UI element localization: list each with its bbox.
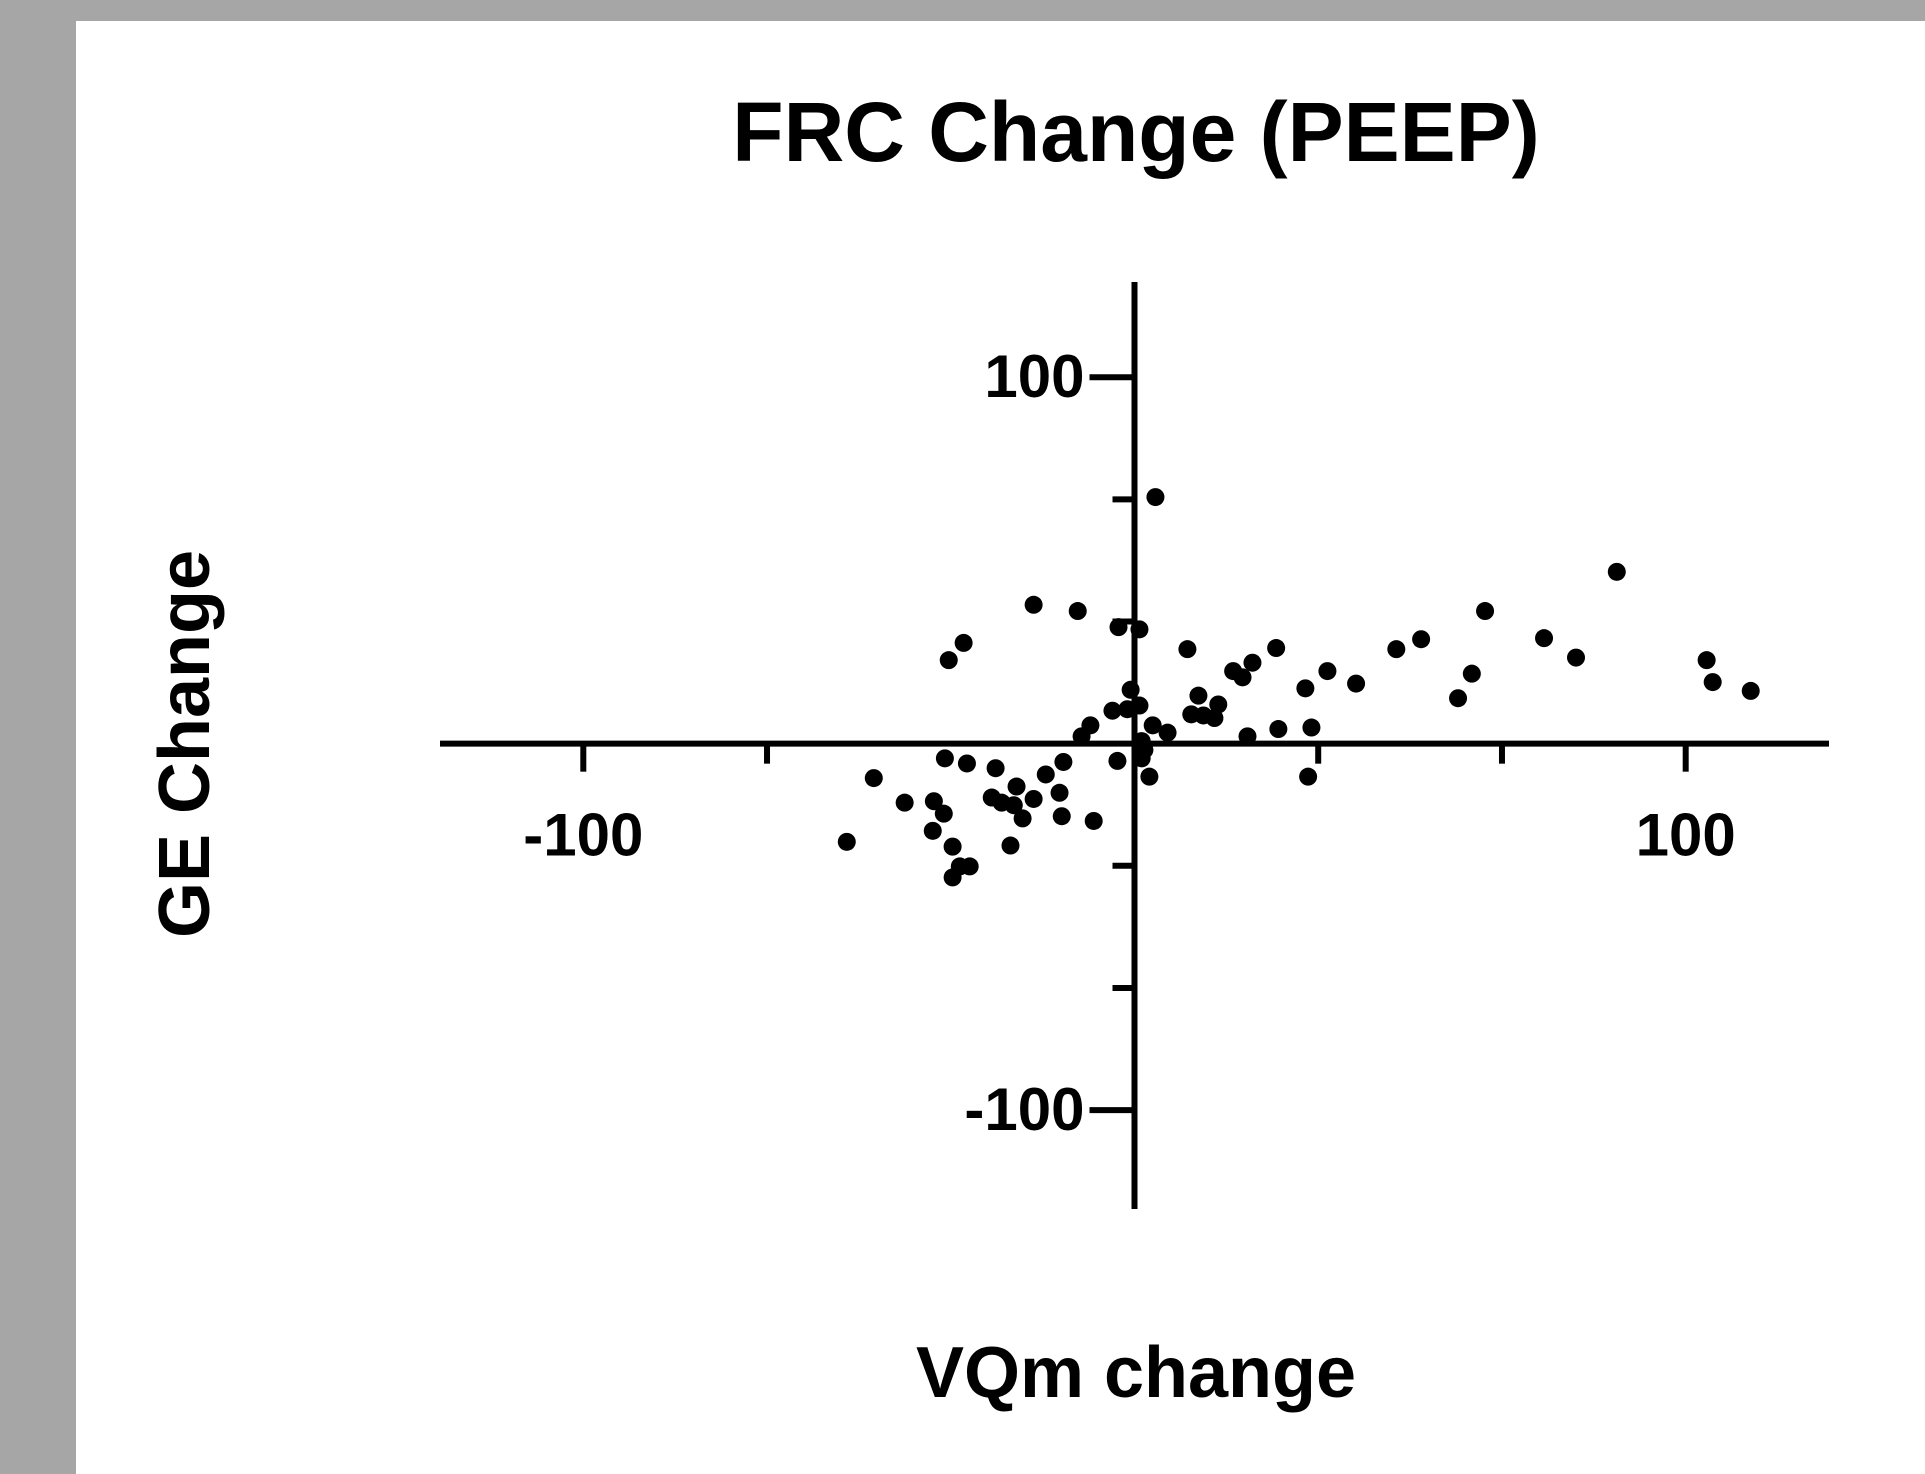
plot-background — [76, 21, 1925, 1474]
point — [1703, 673, 1722, 692]
x-tick-label: -100 — [523, 802, 643, 869]
point — [895, 793, 914, 812]
point — [960, 857, 979, 876]
point — [1238, 727, 1257, 746]
point — [1189, 686, 1208, 705]
point — [1243, 653, 1262, 672]
point — [1024, 789, 1043, 808]
y-axis-label: GE Change — [145, 550, 225, 938]
x-axis-label: VQm change — [916, 1333, 1356, 1413]
point — [1209, 695, 1228, 714]
point — [1267, 639, 1286, 658]
point — [1143, 716, 1162, 735]
point — [1103, 701, 1122, 720]
point — [1449, 689, 1468, 708]
point — [1607, 562, 1626, 581]
point — [934, 804, 953, 823]
point — [1296, 679, 1315, 698]
point — [1024, 595, 1043, 614]
point — [1001, 836, 1020, 855]
y-tick-label: -100 — [964, 1076, 1084, 1143]
point — [1741, 681, 1760, 700]
point — [1130, 620, 1149, 639]
point — [1052, 807, 1071, 826]
point — [1109, 618, 1128, 637]
point — [1050, 783, 1069, 802]
point — [1068, 602, 1087, 621]
point — [924, 792, 943, 811]
point — [864, 769, 883, 788]
point — [943, 868, 962, 887]
point — [1299, 767, 1318, 786]
point — [1108, 751, 1127, 770]
point — [1036, 765, 1055, 784]
point — [1387, 640, 1406, 659]
y-tick-label: 100 — [984, 343, 1084, 410]
point — [1007, 777, 1026, 796]
point — [1535, 629, 1554, 648]
point — [1054, 752, 1073, 771]
point — [1567, 648, 1586, 667]
point — [1205, 709, 1224, 728]
point — [1476, 602, 1495, 621]
point — [1347, 674, 1366, 693]
point — [1132, 749, 1151, 768]
point — [923, 821, 942, 840]
point — [1697, 651, 1716, 670]
point — [1158, 723, 1177, 742]
point — [1233, 668, 1252, 687]
point — [986, 759, 1005, 778]
point — [1462, 664, 1481, 683]
point — [1118, 700, 1137, 719]
point — [939, 651, 958, 670]
point — [1004, 796, 1023, 815]
point — [954, 633, 973, 652]
point — [837, 832, 856, 851]
point — [1269, 720, 1288, 739]
point — [1072, 727, 1091, 746]
x-tick-label: 100 — [1636, 802, 1736, 869]
point — [957, 754, 976, 773]
point — [1140, 767, 1159, 786]
point — [1013, 809, 1032, 828]
point — [1302, 718, 1321, 737]
chart-title: FRC Change (PEEP) — [732, 85, 1539, 179]
point — [1412, 630, 1431, 649]
point — [1146, 488, 1165, 507]
point — [1318, 662, 1337, 681]
point — [1178, 640, 1197, 659]
point — [1084, 811, 1103, 830]
point — [1121, 680, 1140, 699]
point — [943, 837, 962, 856]
point — [935, 749, 954, 768]
